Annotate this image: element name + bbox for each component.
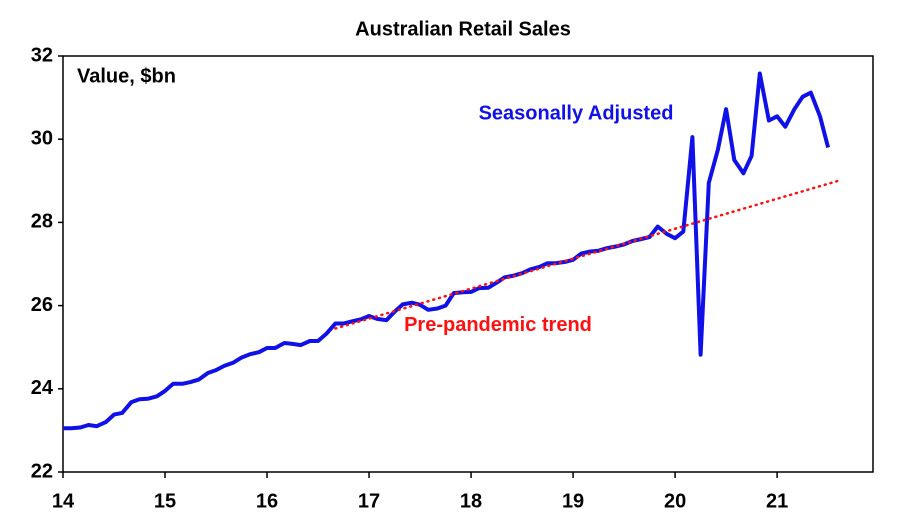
- y-tick-label: 26: [31, 294, 53, 316]
- x-tick-label: 16: [256, 490, 278, 512]
- x-tick-label: 18: [460, 490, 482, 512]
- plot-frame: [62, 55, 874, 473]
- x-tick-label: 15: [154, 490, 176, 512]
- x-tick-label: 14: [52, 490, 75, 512]
- series-label: Seasonally Adjusted: [479, 102, 674, 124]
- series-label-box: Pre-pandemic trend: [404, 314, 592, 336]
- y-tick-label: 22: [31, 460, 53, 482]
- chart-title: Australian Retail Sales: [355, 18, 571, 40]
- x-tick-label: 19: [562, 490, 584, 512]
- x-tick-label: 20: [664, 490, 686, 512]
- y-axis-label: Value, $bn: [77, 65, 176, 87]
- series-label: Pre-pandemic trend: [404, 314, 592, 336]
- series-line: [63, 71, 831, 431]
- y-tick-label: 30: [31, 127, 53, 149]
- series-line: [334, 179, 840, 330]
- x-tick-label: 21: [766, 490, 788, 512]
- y-tick-label: 24: [31, 377, 54, 399]
- y-tick-label: 32: [31, 44, 53, 66]
- x-tick-label: 17: [358, 490, 380, 512]
- y-tick-label: 28: [31, 211, 53, 233]
